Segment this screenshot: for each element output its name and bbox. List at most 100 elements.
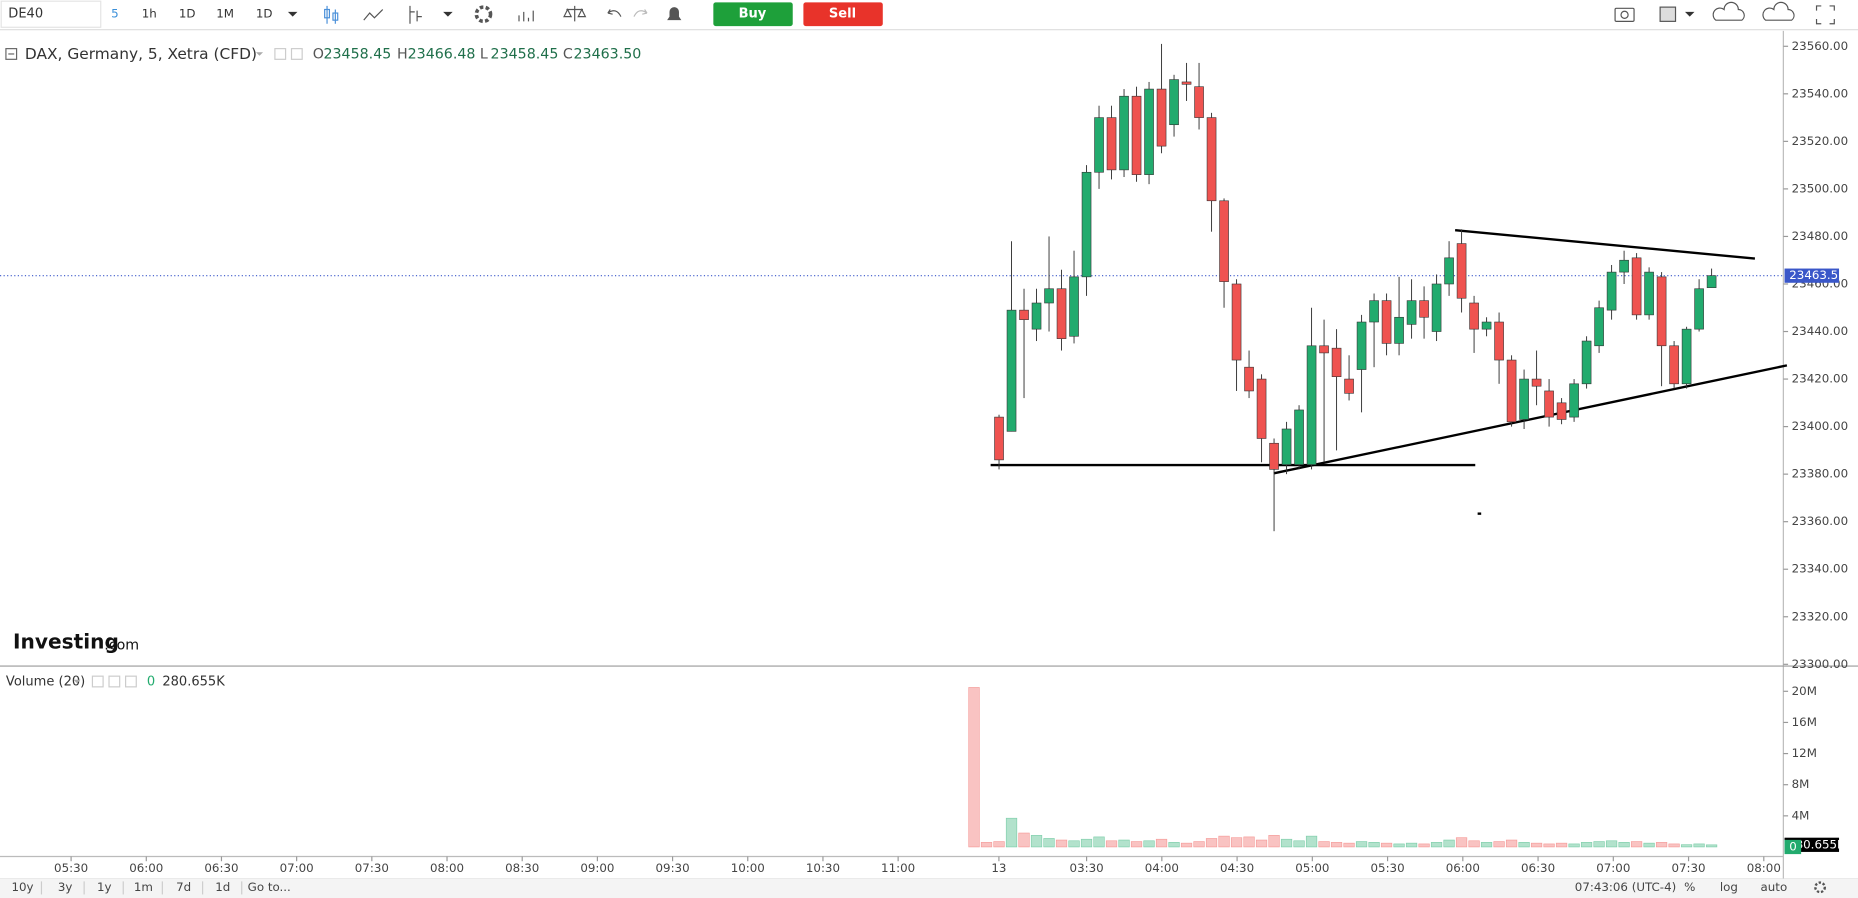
goto[interactable]: Go to... [248, 880, 291, 894]
volume-settings[interactable] [108, 675, 121, 688]
x-tick-label: 04:30 [1220, 861, 1254, 875]
scale-option[interactable]: log [1720, 880, 1738, 894]
compare-icon[interactable] [563, 5, 587, 22]
ohlc-key: H [397, 47, 408, 63]
interval[interactable]: 1D [256, 7, 273, 21]
interval[interactable]: 1h [142, 7, 157, 21]
volume-bar [1080, 838, 1093, 848]
volume-bar [1580, 842, 1593, 848]
volume-bar [1555, 842, 1568, 848]
line-icon[interactable] [363, 9, 384, 21]
studies-icon[interactable] [518, 10, 534, 22]
interval[interactable]: 5 [111, 7, 119, 21]
volume-bar [1280, 838, 1293, 848]
volume-bar [1180, 842, 1193, 848]
x-tick-label: 08:00 [1747, 861, 1781, 875]
volume-bar [980, 842, 993, 848]
range-button[interactable]: 7d [176, 880, 191, 894]
volume-bar [1318, 841, 1330, 848]
indicator-icon[interactable] [409, 5, 422, 24]
volume-bar [1443, 839, 1455, 848]
volume-bar [1568, 843, 1580, 848]
alert-icon[interactable] [667, 7, 682, 21]
x-tick-label: 05:30 [54, 861, 88, 875]
upload-icon[interactable] [1762, 1, 1795, 21]
volume-bar [1380, 842, 1393, 848]
candle-body [1406, 300, 1417, 325]
rising-trend-line[interactable] [1273, 364, 1788, 475]
camera-icon[interactable] [1614, 7, 1635, 22]
dropdown[interactable] [1684, 11, 1695, 17]
volume-tick-label: 8M [1792, 777, 1810, 791]
candle-body [1156, 88, 1167, 147]
candle-body [1656, 276, 1667, 347]
candle-body [1594, 307, 1604, 347]
color-icon[interactable] [1659, 6, 1677, 22]
range-button[interactable]: 1d [215, 880, 230, 894]
volume-bar [1530, 842, 1543, 848]
x-tick-label: 09:30 [656, 861, 690, 875]
volume-zero-label: 0 [1789, 839, 1797, 853]
range-button[interactable]: 1m [134, 880, 153, 894]
volume-bar [1218, 835, 1230, 848]
sell-button[interactable] [803, 2, 883, 27]
volume-bar [1118, 839, 1130, 848]
fullscreen-icon[interactable] [1815, 5, 1835, 25]
eye-icon[interactable] [274, 48, 287, 60]
scale-option[interactable]: % [1684, 880, 1695, 894]
candle-body [1544, 390, 1554, 418]
volume-bar [1355, 841, 1368, 848]
volume-tick-label: 12M [1792, 746, 1817, 760]
volume-close[interactable] [125, 675, 137, 688]
candle-body [1056, 288, 1067, 339]
y-tick-label: 23520.00 [1792, 134, 1848, 148]
volume-bar [968, 687, 980, 848]
range-button[interactable]: 10y [11, 880, 33, 894]
x-tick-label: 07:00 [280, 861, 314, 875]
candle-body [1006, 309, 1017, 432]
ohlc-key: O [313, 47, 324, 63]
dropdown[interactable] [443, 11, 453, 17]
redo-icon[interactable] [633, 9, 648, 17]
volume-bar [1505, 839, 1518, 848]
candle-body [1606, 271, 1617, 311]
dropdown[interactable] [287, 11, 298, 17]
candle-icon[interactable] [324, 5, 339, 24]
volume-bar [1018, 832, 1030, 848]
collapse-button[interactable] [5, 48, 18, 60]
footer-settings[interactable] [1814, 881, 1827, 894]
x-tick-label: 04:00 [1145, 861, 1179, 875]
undo-icon[interactable] [607, 9, 622, 17]
candle-body [1306, 345, 1317, 465]
buy-button[interactable] [713, 2, 793, 27]
settings-icon[interactable] [474, 5, 493, 24]
range-button[interactable]: 3y [58, 880, 73, 894]
right-icons [1614, 1, 1835, 25]
candle-body [1356, 321, 1367, 370]
settings-mini[interactable] [290, 48, 303, 60]
scale-option[interactable]: auto [1761, 880, 1788, 894]
y-tick-label: 23320.00 [1792, 609, 1848, 623]
candle-body [1419, 300, 1429, 318]
title-dropdown[interactable] [255, 52, 264, 56]
volume-eye[interactable] [91, 675, 104, 688]
drawing-dot [1477, 512, 1482, 515]
y-tick-label: 23420.00 [1792, 372, 1848, 386]
footer [0, 879, 1858, 898]
volume-bar [1243, 836, 1255, 848]
volume-bar [1230, 837, 1243, 848]
volume-bar [1655, 842, 1668, 848]
symbol-box[interactable] [0, 0, 102, 28]
x-tick-label: 07:30 [355, 861, 389, 875]
volume-bar [1605, 840, 1618, 848]
interval[interactable]: 1D [179, 7, 196, 21]
volume-tick-label: 4M [1792, 808, 1810, 822]
range-button[interactable]: 1y [97, 880, 112, 894]
interval[interactable]: 1M [216, 7, 234, 21]
candle-body [1331, 347, 1342, 377]
x-tick-label: 05:00 [1295, 861, 1329, 875]
falling-trend-line[interactable] [1455, 228, 1756, 260]
volume-dropdown[interactable] [73, 679, 81, 684]
volume-bar [1455, 837, 1468, 848]
download-icon[interactable] [1712, 1, 1745, 21]
